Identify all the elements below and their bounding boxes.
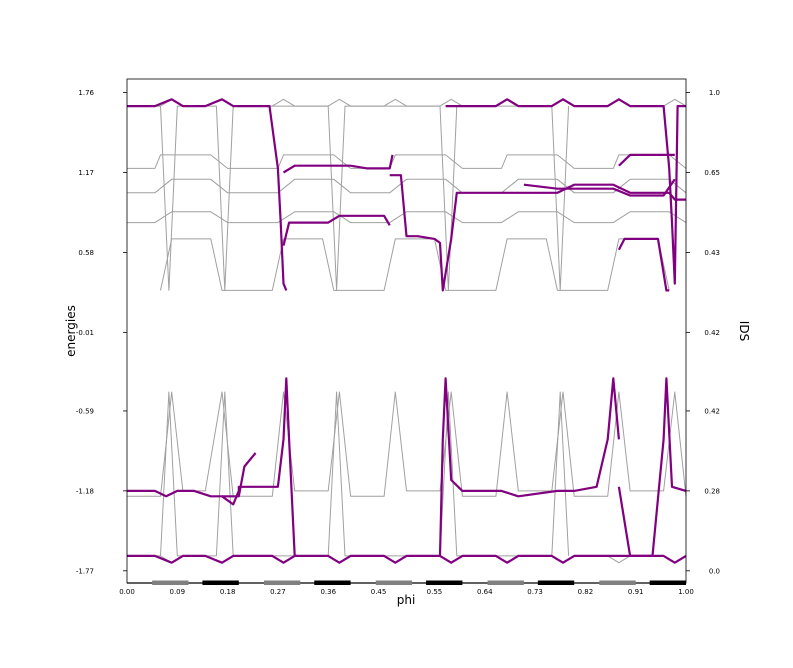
phase-bar-segment — [487, 580, 524, 585]
x-tick-label: 0.64 — [477, 588, 493, 596]
highlighted-series-15 — [389, 174, 686, 292]
right-tick-label: 0.28 — [704, 487, 720, 495]
x-axis: 0.00 0.09 0.18 0.27 0.36 0.45 0.55 0.64 0.73 0.82… — [119, 588, 694, 596]
y-tick-label: 1.76 — [78, 89, 94, 97]
highlighted-series-13 — [282, 154, 394, 174]
right-tick-label: 0.42 — [704, 329, 720, 337]
band-series-5 — [160, 238, 670, 291]
band-series-2 — [127, 154, 687, 169]
y-axis-left: 1.76 1.17 0.58 -0.01 -0.59 -1.18 -1.77 — [76, 89, 127, 575]
right-tick-label: 0.42 — [704, 407, 720, 415]
highlighted-series-18 — [617, 377, 687, 557]
x-tick-label: 0.09 — [170, 588, 186, 596]
phase-bar-segment — [537, 580, 575, 585]
y-axis-right: 1.0 0.65 0.43 0.42 0.42 0.28 0.0 — [686, 89, 720, 575]
highlighted-series-11 — [127, 377, 298, 557]
y-tick-label: -1.18 — [76, 487, 94, 495]
phase-bar — [127, 580, 686, 585]
x-tick-label: 0.82 — [578, 588, 594, 596]
right-tick-label: 0.65 — [704, 169, 720, 177]
x-tick-label: 0.18 — [220, 588, 236, 596]
phase-bar-segment — [202, 580, 239, 585]
highlighted-series-21 — [523, 178, 676, 197]
x-tick-label: 0.27 — [270, 588, 286, 596]
plot-lines — [127, 98, 687, 564]
highlighted-series-16 — [445, 98, 686, 285]
band-series-8 — [160, 391, 570, 557]
x-tick-label: 0.73 — [527, 588, 543, 596]
phase-bar-segment — [314, 580, 351, 585]
band-series-6 — [127, 391, 687, 497]
y-tick-label: -0.01 — [76, 329, 94, 337]
y-axis-title: energies — [64, 305, 78, 357]
right-tick-label: 1.0 — [709, 89, 720, 97]
highlighted-series-20 — [617, 237, 670, 292]
right-tick-label: 0.43 — [704, 249, 720, 257]
y-tick-label: 0.58 — [78, 249, 94, 257]
phase-bar-segment — [375, 580, 413, 585]
x-tick-label: 0.00 — [119, 588, 135, 596]
x-tick-label: 0.36 — [320, 588, 336, 596]
x-tick-label: 0.55 — [427, 588, 443, 596]
highlighted-series-19 — [618, 153, 675, 167]
band-series-7 — [127, 105, 570, 291]
right-axis-title: IDS — [737, 321, 751, 341]
y-tick-label: 1.17 — [78, 169, 94, 177]
highlighted-series-17 — [438, 377, 620, 556]
x-tick-label: 0.45 — [371, 588, 387, 596]
phase-bar-segment — [152, 580, 189, 585]
highlighted-series-12 — [222, 452, 257, 498]
highlighted-series-14 — [282, 214, 391, 246]
band-series-4 — [127, 211, 687, 224]
x-tick-label: 0.91 — [628, 588, 644, 596]
phase-bar-segment — [649, 580, 686, 585]
y-tick-label: -1.77 — [76, 567, 94, 575]
x-tick-label: 1.00 — [678, 588, 694, 596]
highlighted-series-10 — [127, 554, 687, 564]
phase-bar-segment — [426, 580, 463, 585]
x-axis-title: phi — [397, 593, 416, 607]
y-tick-label: -0.59 — [76, 407, 94, 415]
phase-bar-segment — [263, 580, 301, 585]
phase-bar-segment — [599, 580, 636, 585]
highlighted-series-9 — [127, 98, 288, 291]
right-tick-label: 0.0 — [709, 567, 720, 575]
band-series-3 — [127, 178, 687, 194]
